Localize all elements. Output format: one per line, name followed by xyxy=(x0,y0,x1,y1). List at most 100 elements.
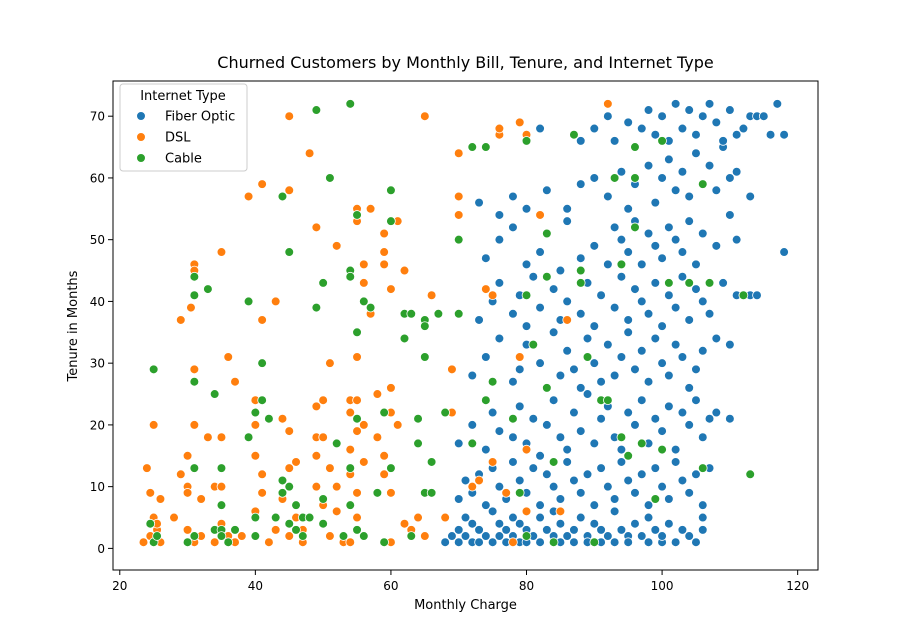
scatter-point xyxy=(569,364,579,375)
scatter-point xyxy=(670,444,681,455)
scatter-point xyxy=(616,432,627,443)
legend-marker xyxy=(136,153,146,163)
scatter-point xyxy=(277,191,288,202)
scatter-point xyxy=(765,129,776,140)
scatter-point xyxy=(175,469,186,480)
scatter-point xyxy=(345,99,356,109)
scatter-point xyxy=(345,500,356,510)
scatter-point xyxy=(636,296,647,307)
scatter-point xyxy=(481,142,491,152)
scatter-point xyxy=(270,525,281,535)
scatter-point xyxy=(359,296,369,307)
legend: Internet Type Fiber Optic DSL Cable xyxy=(119,83,248,172)
scatter-point xyxy=(711,407,722,418)
scatter-point xyxy=(460,531,471,541)
scatter-point xyxy=(542,228,552,239)
legend-title: Internet Type xyxy=(140,89,226,104)
scatter-point xyxy=(508,191,518,202)
scatter-point xyxy=(433,308,444,319)
scatter-point xyxy=(345,407,356,418)
scatter-point xyxy=(426,457,437,467)
scatter-point xyxy=(738,123,749,134)
scatter-point xyxy=(542,185,552,196)
scatter-point xyxy=(318,494,328,504)
x-tick-label: 80 xyxy=(519,579,534,593)
scatter-point xyxy=(664,222,674,233)
scatter-point xyxy=(453,438,464,449)
scatter-point xyxy=(575,253,586,264)
scatter-point xyxy=(481,444,491,455)
scatter-point xyxy=(562,204,572,214)
scatter-point xyxy=(440,537,450,548)
scatter-point xyxy=(331,481,342,492)
scatter-point xyxy=(555,518,566,529)
scatter-point xyxy=(575,488,586,498)
scatter-point xyxy=(284,518,295,529)
scatter-point xyxy=(521,259,532,270)
scatter-point xyxy=(386,463,396,473)
y-tick-label: 50 xyxy=(90,233,105,247)
scatter-point xyxy=(725,339,735,350)
scatter-point xyxy=(528,463,539,473)
scatter-point xyxy=(372,389,383,399)
scatter-point xyxy=(582,333,593,344)
scatter-point xyxy=(535,247,545,257)
scatter-point xyxy=(508,308,518,319)
scatter-point xyxy=(291,500,301,510)
scatter-point xyxy=(589,123,600,134)
scatter-point xyxy=(379,469,389,480)
scatter-point xyxy=(257,488,267,498)
scatter-point xyxy=(684,105,694,115)
scatter-point xyxy=(138,537,149,548)
scatter-point xyxy=(677,123,688,134)
scatter-point xyxy=(657,173,667,183)
scatter-point xyxy=(575,308,586,319)
scatter-point xyxy=(352,210,362,220)
scatter-point xyxy=(555,432,566,443)
scatter-point xyxy=(487,457,498,467)
scatter-point xyxy=(365,302,376,313)
scatter-point xyxy=(372,488,383,498)
scatter-point xyxy=(250,407,261,418)
scatter-point xyxy=(487,376,498,387)
scatter-point xyxy=(643,105,654,115)
scatter-point xyxy=(636,438,647,449)
scatter-point xyxy=(189,531,200,541)
scatter-point xyxy=(494,518,505,529)
scatter-point xyxy=(189,271,200,282)
scatter-point xyxy=(636,346,647,356)
scatter-point xyxy=(623,537,633,548)
scatter-point xyxy=(623,315,633,325)
scatter-point xyxy=(542,271,552,282)
scatter-point xyxy=(338,531,349,541)
scatter-point xyxy=(453,308,464,319)
scatter-point xyxy=(250,512,261,523)
scatter-point xyxy=(494,210,505,220)
scatter-point xyxy=(406,308,417,319)
x-tick-label: 100 xyxy=(651,579,674,593)
scatter-point xyxy=(575,179,586,189)
scatter-point xyxy=(304,148,315,159)
scatter-point xyxy=(711,117,722,128)
scatter-point xyxy=(318,518,328,529)
scatter-point xyxy=(352,525,362,535)
scatter-point xyxy=(386,488,396,498)
scatter-point xyxy=(379,259,389,270)
scatter-point xyxy=(250,450,261,461)
x-axis-label: Monthly Charge xyxy=(414,598,517,613)
scatter-point xyxy=(575,136,586,146)
scatter-point xyxy=(704,99,715,109)
scatter-point xyxy=(481,395,491,406)
scatter-point xyxy=(603,481,613,492)
scatter-point xyxy=(447,531,457,541)
scatter-point xyxy=(664,494,674,504)
scatter-point xyxy=(616,234,627,245)
scatter-point xyxy=(494,234,505,245)
y-tick-label: 70 xyxy=(90,110,105,124)
scatter-point xyxy=(467,518,478,529)
scatter-point xyxy=(542,469,552,480)
scatter-point xyxy=(284,185,295,196)
scatter-point xyxy=(406,531,417,541)
scatter-point xyxy=(596,290,606,301)
scatter-point xyxy=(555,370,566,381)
